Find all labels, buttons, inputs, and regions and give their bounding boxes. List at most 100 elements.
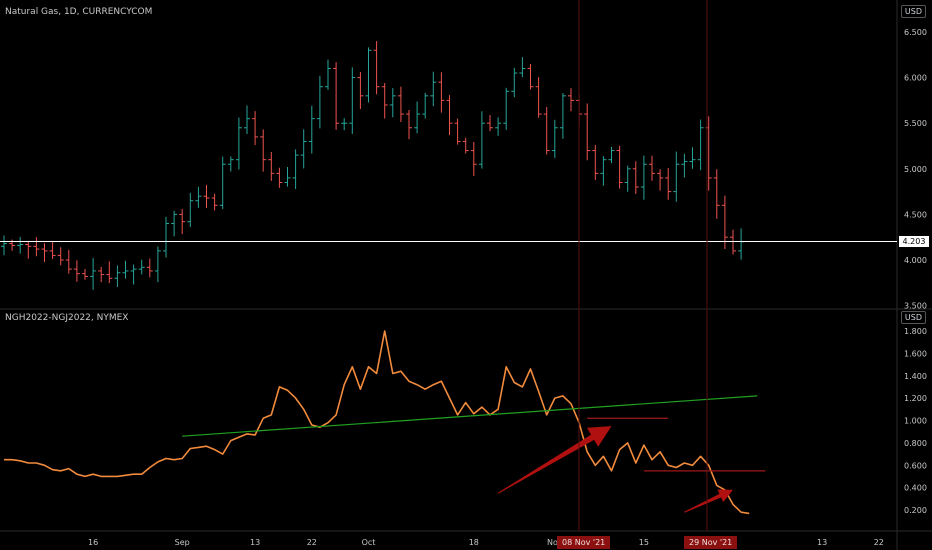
ohlc-bar[interactable] [284, 167, 291, 187]
spread-data-point[interactable] [334, 413, 338, 417]
spread-data-point[interactable] [731, 502, 735, 506]
spread-data-point[interactable] [747, 511, 751, 515]
spread-data-point[interactable] [504, 365, 508, 369]
spread-data-point[interactable] [601, 454, 605, 458]
ohlc-bar[interactable] [389, 88, 396, 118]
spread-data-point[interactable] [188, 446, 192, 450]
spread-data-point[interactable] [237, 435, 241, 439]
ohlc-bar[interactable] [632, 161, 639, 194]
ohlc-bar[interactable] [519, 57, 526, 78]
ohlc-bar[interactable] [276, 167, 283, 188]
ohlc-bar[interactable] [624, 165, 631, 192]
ohlc-bar[interactable] [478, 111, 485, 169]
spread-data-point[interactable] [18, 459, 22, 463]
spread-data-point[interactable] [107, 474, 111, 478]
ohlc-bar[interactable] [65, 249, 72, 274]
spread-data-point[interactable] [212, 447, 216, 451]
ohlc-bar[interactable] [211, 193, 218, 211]
rising-trendline[interactable] [182, 395, 758, 437]
spread-data-point[interactable] [269, 413, 273, 417]
ohlc-bar[interactable] [146, 258, 153, 278]
spread-data-point[interactable] [464, 400, 468, 404]
ohlc-bar[interactable] [122, 260, 129, 279]
ohlc-bar[interactable] [495, 117, 502, 136]
spread-data-point[interactable] [561, 394, 565, 398]
ohlc-bar[interactable] [98, 266, 105, 283]
spread-data-point[interactable] [585, 450, 589, 454]
spread-data-point[interactable] [383, 329, 387, 333]
ohlc-bar[interactable] [171, 210, 178, 237]
ohlc-bar[interactable] [365, 47, 372, 103]
ohlc-bar[interactable] [82, 269, 88, 280]
ohlc-bar[interactable] [244, 105, 250, 135]
spread-data-point[interactable] [358, 387, 362, 391]
spread-data-point[interactable] [67, 466, 71, 470]
spread-data-point[interactable] [391, 371, 395, 375]
ohlc-bar[interactable] [454, 118, 461, 145]
ohlc-bar[interactable] [57, 247, 64, 266]
spread-data-point[interactable] [83, 474, 87, 478]
spread-data-point[interactable] [374, 371, 378, 375]
ohlc-bar[interactable] [90, 257, 97, 290]
spread-data-point[interactable] [682, 461, 686, 465]
ohlc-bar[interactable] [341, 118, 348, 131]
spread-currency-badge[interactable]: USD [900, 311, 926, 324]
ohlc-bar[interactable] [1, 235, 7, 256]
ohlc-bar[interactable] [503, 87, 510, 130]
spread-data-point[interactable] [99, 474, 103, 478]
spread-data-point[interactable] [50, 468, 54, 472]
spread-data-point[interactable] [26, 461, 30, 465]
spread-data-point[interactable] [634, 461, 638, 465]
ohlc-bar[interactable] [738, 228, 745, 260]
ohlc-bar[interactable] [592, 144, 599, 181]
ohlc-bar[interactable] [41, 243, 48, 263]
spread-data-point[interactable] [642, 443, 646, 447]
ohlc-bar[interactable] [219, 156, 226, 210]
ohlc-bar[interactable] [730, 229, 736, 255]
spread-data-point[interactable] [617, 447, 621, 451]
ohlc-bar[interactable] [25, 240, 32, 259]
spread-data-point[interactable] [115, 474, 119, 478]
ohlc-bar[interactable] [438, 72, 445, 113]
spread-data-point[interactable] [415, 383, 419, 387]
ohlc-bar[interactable] [114, 265, 121, 287]
ohlc-bar[interactable] [665, 167, 672, 200]
annotation-arrow[interactable] [684, 489, 733, 513]
spread-data-point[interactable] [496, 407, 500, 411]
spread-data-point[interactable] [156, 460, 160, 464]
spread-data-point[interactable] [285, 388, 289, 392]
spread-data-point[interactable] [342, 383, 346, 387]
ohlc-bar[interactable] [179, 209, 186, 235]
ohlc-bar[interactable] [260, 129, 267, 172]
spread-data-point[interactable] [650, 457, 654, 461]
ohlc-bar[interactable] [640, 155, 647, 200]
ohlc-bar[interactable] [422, 92, 429, 119]
ohlc-bar[interactable] [292, 149, 299, 190]
spread-data-point[interactable] [609, 469, 613, 473]
spread-data-point[interactable] [229, 438, 233, 442]
spread-data-point[interactable] [42, 463, 46, 467]
ohlc-bar[interactable] [584, 103, 591, 161]
spread-data-point[interactable] [180, 456, 184, 460]
ohlc-bar[interactable] [268, 152, 275, 181]
spread-data-point[interactable] [293, 396, 297, 400]
ohlc-bar[interactable] [357, 71, 364, 110]
ohlc-bar[interactable] [527, 63, 534, 90]
ohlc-bar[interactable] [689, 147, 696, 169]
ohlc-bar[interactable] [138, 259, 145, 275]
spread-data-point[interactable] [528, 367, 532, 371]
spread-data-point[interactable] [261, 416, 265, 420]
spread-data-point[interactable] [658, 450, 662, 454]
spread-data-point[interactable] [366, 365, 370, 369]
annotation-arrow[interactable] [497, 426, 612, 494]
ohlc-bar[interactable] [430, 71, 437, 107]
ohlc-bar[interactable] [325, 59, 331, 90]
spread-data-point[interactable] [431, 383, 435, 387]
ohlc-bar[interactable] [381, 83, 388, 119]
ohlc-bar[interactable] [406, 109, 412, 140]
spread-data-point[interactable] [545, 413, 549, 417]
ohlc-bar[interactable] [163, 216, 169, 258]
ohlc-bar[interactable] [616, 145, 623, 189]
spread-data-point[interactable] [666, 463, 670, 467]
